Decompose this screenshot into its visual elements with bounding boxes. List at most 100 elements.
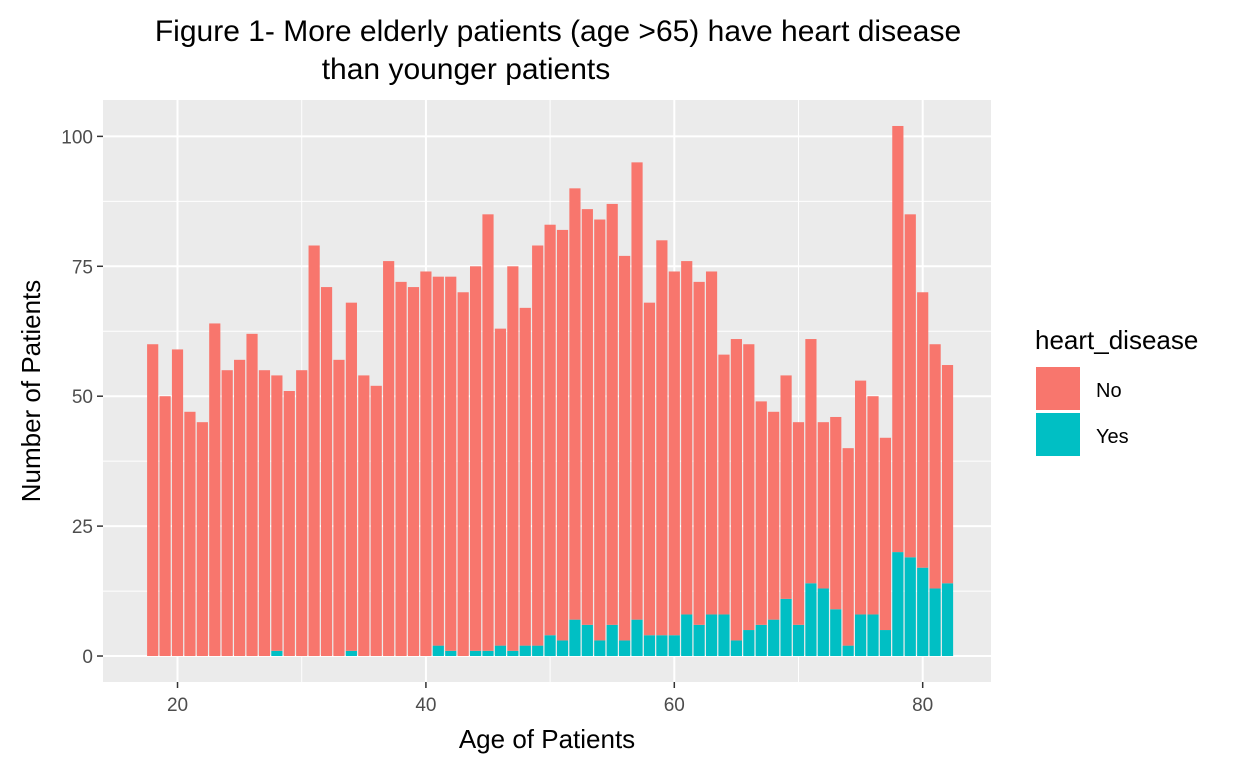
bar-yes	[718, 614, 730, 657]
x-tick-label: 40	[415, 695, 436, 716]
bar-no	[817, 422, 829, 589]
bar-no	[370, 385, 382, 657]
bar-no	[755, 401, 767, 625]
bar-no	[271, 375, 283, 651]
legend-key-no	[1036, 367, 1080, 410]
y-tick-label: 0	[82, 647, 93, 668]
x-tick-label: 80	[912, 695, 933, 716]
bar-yes	[643, 635, 656, 657]
bar-no	[879, 437, 892, 631]
bar-no	[705, 271, 718, 615]
bar-no	[929, 344, 941, 589]
bar-yes	[855, 614, 867, 657]
bar-yes	[917, 567, 929, 657]
bar-no	[941, 365, 954, 584]
bar-yes	[656, 635, 668, 657]
bar-no	[544, 224, 556, 636]
bar-yes	[507, 650, 519, 657]
bar-no	[457, 292, 469, 657]
bar-yes	[469, 650, 482, 657]
bar-no	[867, 396, 879, 615]
bar-yes	[345, 650, 357, 657]
bars	[147, 125, 954, 657]
bar-no	[619, 255, 631, 641]
bar-no	[333, 359, 345, 657]
bar-no	[830, 416, 842, 610]
bar-yes	[941, 583, 954, 657]
bar-yes	[780, 598, 792, 657]
bar-no	[296, 370, 308, 657]
bar-no	[445, 276, 457, 651]
bar-no	[234, 359, 246, 657]
bar-no	[358, 375, 370, 657]
bar-no	[693, 281, 705, 625]
bar-yes	[544, 635, 556, 657]
bar-no	[730, 339, 742, 641]
bar-yes	[768, 619, 780, 657]
bar-no	[283, 391, 295, 657]
bar-no	[308, 245, 320, 657]
bar-no	[196, 422, 208, 657]
chart-title-line-2: than younger patients	[322, 53, 611, 86]
y-tick-label: 75	[72, 257, 93, 278]
bar-yes	[631, 619, 643, 657]
bar-no	[668, 271, 680, 636]
bar-no	[743, 344, 755, 631]
bar-yes	[668, 635, 680, 657]
bar-no	[171, 349, 184, 657]
bar-yes	[879, 630, 892, 657]
bar-no	[320, 287, 333, 657]
bar-no	[842, 448, 854, 646]
bar-no	[395, 281, 407, 657]
bar-no	[407, 287, 420, 657]
bar-no	[482, 214, 494, 651]
bar-no	[221, 370, 233, 657]
bar-no	[532, 245, 544, 646]
chart-title-line-1: Figure 1- More elderly patients (age >65…	[155, 15, 961, 48]
bar-no	[892, 125, 904, 553]
x-tick-label: 20	[167, 695, 188, 716]
bar-yes	[830, 609, 842, 657]
bar-no	[792, 422, 805, 625]
bar-no	[805, 339, 817, 584]
bar-yes	[730, 640, 742, 657]
bar-yes	[432, 645, 444, 657]
bar-yes	[556, 640, 569, 657]
bar-yes	[743, 630, 755, 657]
bar-no	[681, 261, 693, 615]
bar-yes	[606, 624, 618, 657]
y-axis-title: Number of Patients	[16, 280, 46, 503]
x-tick-label: 60	[664, 695, 685, 716]
bar-yes	[569, 619, 581, 657]
bar-yes	[494, 645, 507, 657]
bar-yes	[792, 624, 805, 657]
bar-no	[904, 214, 916, 558]
bar-yes	[904, 557, 916, 657]
bar-no	[581, 209, 593, 625]
bar-yes	[842, 645, 854, 657]
legend-title: heart_disease	[1035, 325, 1198, 355]
bar-no	[855, 380, 867, 615]
bar-yes	[594, 640, 606, 657]
bar-yes	[693, 624, 705, 657]
legend: heart_disease No Yes	[1035, 325, 1198, 456]
bar-no	[917, 292, 929, 568]
bar-no	[258, 370, 271, 657]
bar-no	[345, 302, 357, 651]
bar-no	[184, 411, 196, 657]
y-tick-label: 100	[61, 127, 93, 148]
y-tick-label: 25	[72, 517, 93, 538]
bar-yes	[705, 614, 718, 657]
bar-no	[606, 203, 618, 625]
bar-no	[432, 276, 444, 646]
bar-yes	[929, 588, 941, 657]
bar-no	[780, 375, 792, 599]
bar-no	[507, 266, 519, 651]
bar-yes	[532, 645, 544, 657]
bar-no	[569, 188, 581, 620]
legend-key-yes	[1036, 413, 1080, 456]
bar-yes	[271, 650, 283, 657]
bar-yes	[755, 624, 767, 657]
bar-yes	[867, 614, 879, 657]
